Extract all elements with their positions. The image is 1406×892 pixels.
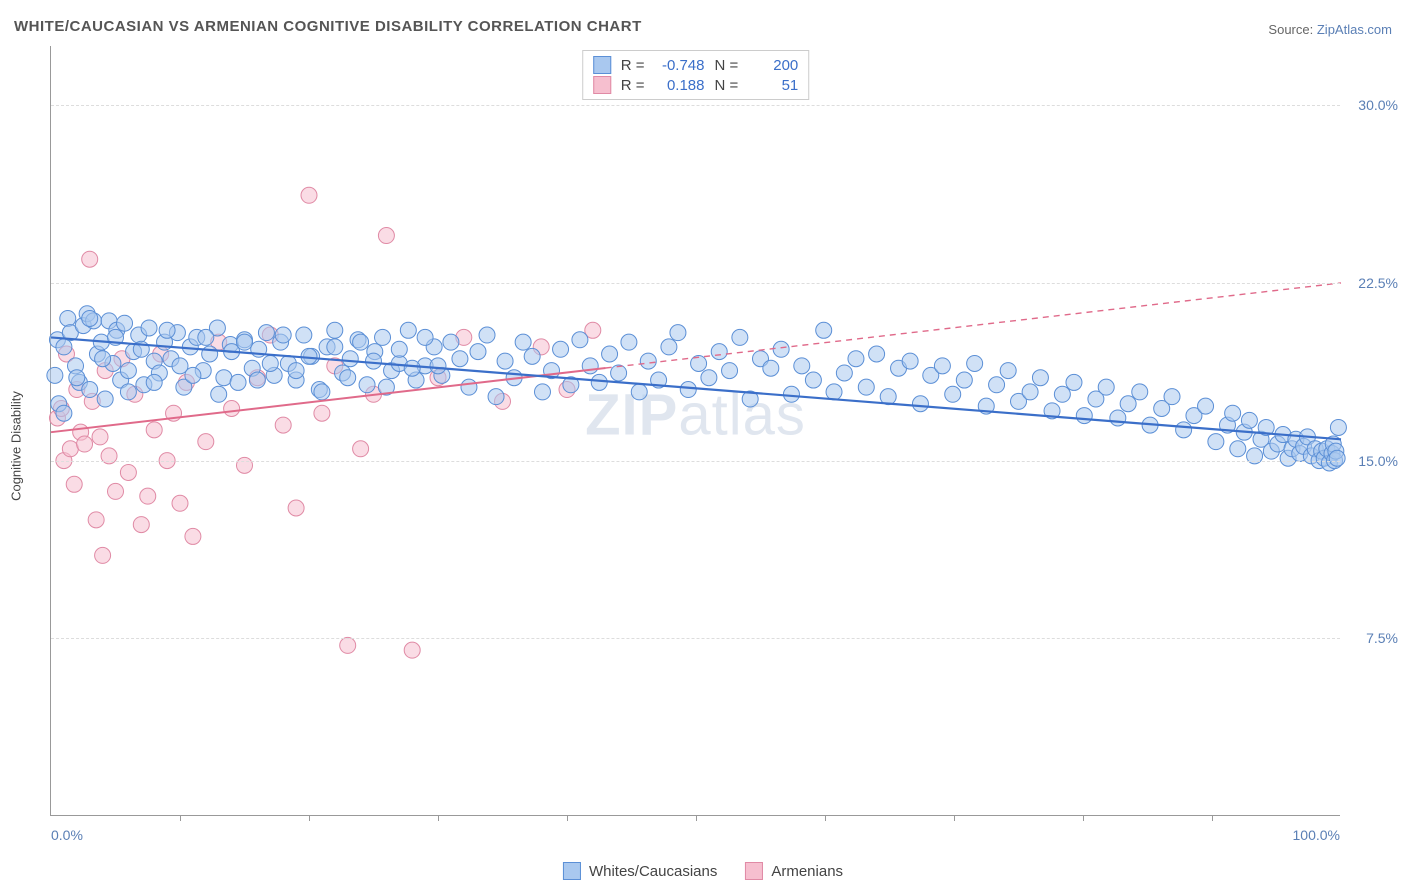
legend-swatch-armenians [745, 862, 763, 880]
legend-label: Armenians [771, 863, 843, 880]
y-axis-title: Cognitive Disability [9, 391, 24, 501]
legend-swatch-whites [563, 862, 581, 880]
x-axis-min-label: 0.0% [51, 827, 83, 843]
stats-legend-row: R = 0.188 N = 51 [593, 75, 799, 95]
n-label: N = [715, 77, 739, 94]
r-label: R = [621, 77, 645, 94]
legend-swatch-whites [593, 56, 611, 74]
n-value: 200 [748, 57, 798, 74]
chart-title: WHITE/CAUCASIAN VS ARMENIAN COGNITIVE DI… [14, 18, 642, 35]
n-label: N = [715, 57, 739, 74]
source-label: Source: [1268, 22, 1313, 37]
n-value: 51 [748, 77, 798, 94]
legend-swatch-armenians [593, 76, 611, 94]
r-value: 0.188 [655, 77, 705, 94]
stats-legend: R = -0.748 N = 200 R = 0.188 N = 51 [582, 50, 810, 100]
source-link[interactable]: ZipAtlas.com [1317, 22, 1392, 37]
y-tick-label: 30.0% [1358, 97, 1398, 113]
chart-plot-area: ZIPatlas R = -0.748 N = 200 R = 0.188 N … [50, 46, 1340, 816]
stats-legend-row: R = -0.748 N = 200 [593, 55, 799, 75]
y-tick-label: 15.0% [1358, 453, 1398, 469]
scatter-plot-svg [51, 46, 1340, 815]
legend-item-whites: Whites/Caucasians [563, 862, 717, 880]
r-value: -0.748 [655, 57, 705, 74]
r-label: R = [621, 57, 645, 74]
x-axis-max-label: 100.0% [1293, 827, 1340, 843]
y-tick-label: 7.5% [1366, 630, 1398, 646]
y-tick-label: 22.5% [1358, 275, 1398, 291]
series-legend: Whites/Caucasians Armenians [563, 862, 843, 880]
source-credit: Source: ZipAtlas.com [1268, 22, 1392, 37]
legend-item-armenians: Armenians [745, 862, 843, 880]
legend-label: Whites/Caucasians [589, 863, 717, 880]
